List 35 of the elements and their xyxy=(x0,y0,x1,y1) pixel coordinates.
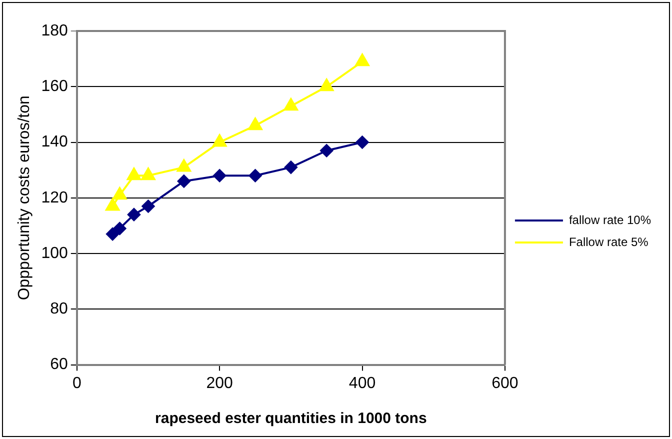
point xyxy=(176,159,191,172)
point xyxy=(106,198,120,211)
y-tick-label: 180 xyxy=(41,22,68,40)
point xyxy=(212,134,227,147)
point xyxy=(126,168,142,180)
point xyxy=(106,228,120,241)
point xyxy=(113,222,126,235)
point xyxy=(320,144,334,158)
point xyxy=(356,136,369,149)
x-tick-label: 600 xyxy=(492,374,518,392)
legend-label: Fallow rate 5% xyxy=(568,234,649,249)
y-tick-label: 140 xyxy=(41,134,68,151)
point xyxy=(213,169,226,182)
x-axis-title: rapeseed ester quantities in 1000 tons xyxy=(155,410,427,428)
point xyxy=(248,118,262,130)
y-tick-label: 100 xyxy=(41,244,68,262)
x-tick-label: 400 xyxy=(348,374,376,392)
point xyxy=(320,78,334,92)
point xyxy=(248,169,262,182)
x-tick-label: 0 xyxy=(72,374,82,392)
y-axis-title: Oppportunity costs euros/ton xyxy=(16,96,34,300)
point xyxy=(112,187,127,200)
x-tick-label: 200 xyxy=(206,374,234,392)
y-tick-label: 160 xyxy=(41,78,68,96)
y-tick-label: 80 xyxy=(50,300,68,318)
y-tick-label: 120 xyxy=(41,189,68,206)
y-tick-label: 60 xyxy=(50,356,68,374)
point xyxy=(355,54,370,66)
point xyxy=(142,200,155,213)
point xyxy=(127,208,140,222)
point xyxy=(284,98,298,111)
point xyxy=(284,160,298,174)
legend-label: fallow rate 10% xyxy=(568,212,652,227)
point xyxy=(141,168,156,180)
point xyxy=(177,174,190,188)
